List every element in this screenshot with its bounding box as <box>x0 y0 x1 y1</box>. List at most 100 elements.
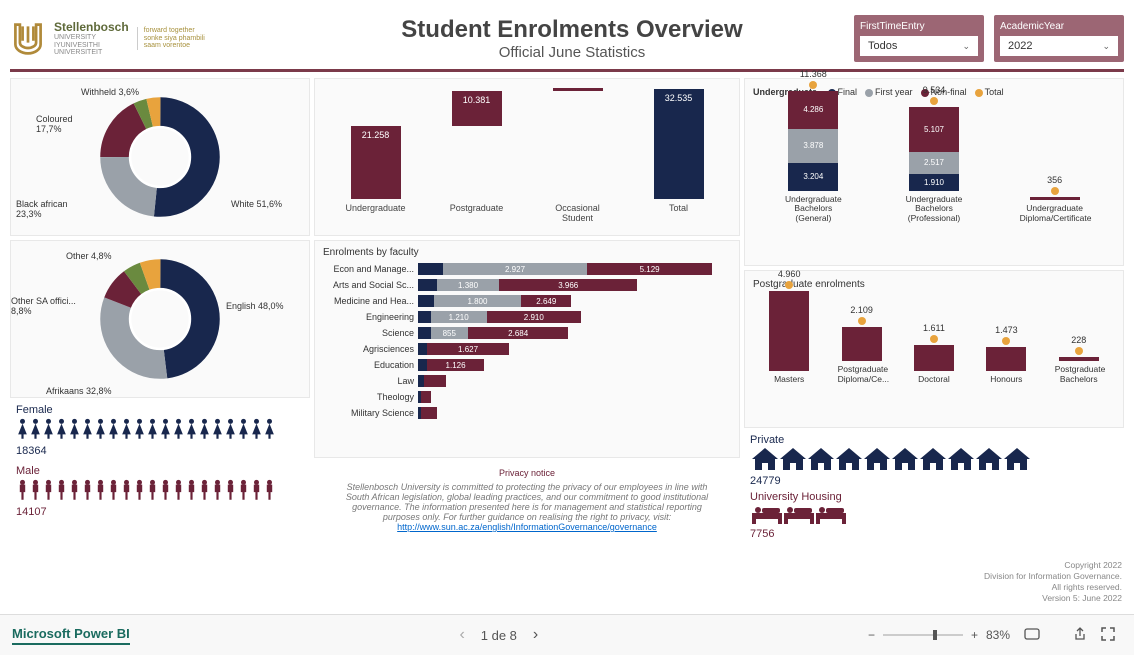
language-donut-labels: English 48,0%Afrikaans 32,8%Other SA off… <box>11 241 309 397</box>
faculty-bar-segment: 1.126 <box>427 359 483 371</box>
kpi-bar: 21.258 <box>351 126 401 199</box>
language-donut-chart[interactable]: English 48,0%Afrikaans 32,8%Other SA off… <box>10 240 310 398</box>
university-name: Stellenbosch <box>54 20 129 34</box>
race-donut-chart[interactable]: White 51,6%Black african23,3%Coloured17,… <box>10 78 310 236</box>
faculty-bar-chart[interactable]: Enrolments by faculty Econ and Manage...… <box>314 240 740 458</box>
kpi-bars: 21.258 10.381 32.535 <box>325 89 729 199</box>
tagline-2: sonke siya phambili <box>144 35 205 43</box>
faculty-bar-segment: 855 <box>431 327 469 339</box>
header: Stellenbosch UNIVERSITY IYUNIVESITHI UNI… <box>10 8 1124 72</box>
faculty-row: Military Science <box>323 406 731 420</box>
university-sub3: UNIVERSITEIT <box>54 49 129 57</box>
undergrad-column: 9.5341.9102.5175.107UndergraduateBachelo… <box>899 85 969 223</box>
postgrad-bar: 1.473Honours <box>982 325 1030 384</box>
zoom-thumb[interactable] <box>933 630 937 640</box>
faculty-name: Arts and Social Sc... <box>323 280 418 290</box>
university-housing-label: University Housing <box>750 491 846 503</box>
page-title: Student Enrolments Overview <box>290 16 854 44</box>
faculty-bar-segment: 3.966 <box>499 279 637 291</box>
title-block: Student Enrolments Overview Official Jun… <box>290 16 854 61</box>
undergrad-segment: 1.910 <box>909 174 959 191</box>
undergrad-segment: 4.286 <box>788 91 838 129</box>
faculty-bar-segment: 1.627 <box>427 343 508 355</box>
faculty-name: Econ and Manage... <box>323 264 418 274</box>
gender-female-card: Female 18364 <box>10 402 310 459</box>
undergrad-column: 11.3683.2043.8784.286UndergraduateBachel… <box>778 69 848 223</box>
fullscreen-icon[interactable] <box>1094 626 1122 645</box>
faculty-row: Econ and Manage...2.9275.129 <box>323 262 731 276</box>
academic-year-value: 2022 <box>1008 40 1032 52</box>
faculty-row: Law <box>323 374 731 388</box>
share-icon[interactable] <box>1066 626 1094 645</box>
undergrad-stacked-chart[interactable]: Undergraduate FinalFirst yearNon-finalTo… <box>744 78 1124 266</box>
faculty-name: Education <box>323 360 418 370</box>
undergrad-segment: 2.517 <box>909 152 959 174</box>
postgrad-bar-chart[interactable]: Postgraduate enrolments 4.960Masters2.10… <box>744 270 1124 428</box>
first-time-entry-dropdown[interactable]: Todos ⌄ <box>860 36 978 56</box>
privacy-link[interactable]: http://www.sun.ac.za/english/Information… <box>397 522 657 532</box>
faculty-bar-segment: 2.927 <box>443 263 587 275</box>
pager-text: 1 de 8 <box>481 628 517 643</box>
pager-prev-button[interactable]: ‹ <box>459 626 464 644</box>
faculty-bar-segment <box>421 407 437 419</box>
kpi-axis-label: Undergraduate <box>346 203 406 223</box>
zoom-out-button[interactable]: − <box>868 628 875 642</box>
university-logo-icon <box>10 21 46 57</box>
pager: ‹ 1 de 8 › <box>459 626 538 644</box>
university-sub2: IYUNIVESITHI <box>54 42 129 50</box>
faculty-bar-segment <box>418 327 431 339</box>
donut-slice-label: Black african23,3% <box>16 199 68 219</box>
faculty-rows: Econ and Manage...2.9275.129Arts and Soc… <box>323 262 731 420</box>
faculty-bar-segment <box>418 311 431 323</box>
copyright-line-2: Division for Information Governance. <box>984 571 1122 582</box>
faculty-chart-title: Enrolments by faculty <box>323 247 731 258</box>
kpi-axis-label: Postgraduate <box>447 203 507 223</box>
female-icons <box>16 418 304 443</box>
zoom-pct: 83% <box>986 628 1010 642</box>
faculty-name: Agrisciences <box>323 344 418 354</box>
kpi-axis-label: OccasionalStudent <box>548 203 608 223</box>
donut-slice-label: Other SA offici...8,8% <box>11 296 76 316</box>
powerbi-brand[interactable]: Microsoft Power BI <box>12 626 130 645</box>
faculty-bar-segment: 1.210 <box>431 311 487 323</box>
zoom-slider[interactable] <box>883 634 963 636</box>
kpi-bar: 32.535 <box>654 89 704 199</box>
faculty-name: Science <box>323 328 418 338</box>
kpi-bar <box>553 88 603 91</box>
female-label: Female <box>16 404 304 416</box>
enrolment-kpi-chart[interactable]: 21.258 10.381 32.535 Undergraduate Postgrad… <box>314 78 740 236</box>
donut-slice-label: Afrikaans 32,8% <box>46 386 112 396</box>
powerbi-status-bar: Microsoft Power BI ‹ 1 de 8 › − + 83% <box>0 614 1134 655</box>
undergrad-segment: 3.204 <box>788 163 838 191</box>
faculty-row: Theology <box>323 390 731 404</box>
university-sub1: UNIVERSITY <box>54 34 129 42</box>
zoom-in-button[interactable]: + <box>971 628 978 642</box>
faculty-name: Law <box>323 376 418 386</box>
postgrad-bar: 228PostgraduateBachelors <box>1055 335 1103 384</box>
report-canvas: Stellenbosch UNIVERSITY IYUNIVESITHI UNI… <box>0 0 1134 614</box>
fit-to-page-icon[interactable] <box>1018 628 1046 643</box>
faculty-bar-segment <box>418 343 427 355</box>
copyright-block: Copyright 2022 Division for Information … <box>984 560 1122 604</box>
faculty-row: Science8552.684 <box>323 326 731 340</box>
kpi-bar: 10.381 <box>452 91 502 126</box>
faculty-row: Agrisciences 1.627 <box>323 342 731 356</box>
pager-next-button[interactable]: › <box>533 626 538 644</box>
faculty-bar-segment <box>418 359 427 371</box>
private-housing-label: Private <box>750 434 1030 446</box>
faculty-bar-segment: 2.910 <box>487 311 581 323</box>
gender-male-card: Male 14107 <box>10 463 310 520</box>
male-label: Male <box>16 465 304 477</box>
postgrad-bar: 1.611Doctoral <box>910 323 958 384</box>
academic-year-slicer: AcademicYear 2022 ⌄ <box>994 15 1124 62</box>
first-time-entry-value: Todos <box>868 40 897 52</box>
academic-year-dropdown[interactable]: 2022 ⌄ <box>1000 36 1118 56</box>
kpi-axis-label: Total <box>649 203 709 223</box>
kpi-axis: Undergraduate Postgraduate OccasionalStude… <box>325 203 729 223</box>
copyright-line-4: Version 5: June 2022 <box>984 593 1122 604</box>
donut-slice-label: Coloured17,7% <box>36 114 73 134</box>
faculty-bar-segment: 1.800 <box>434 295 522 307</box>
faculty-bar-segment <box>421 391 430 403</box>
undergrad-segment: 3.878 <box>788 129 838 163</box>
first-time-entry-label: FirstTimeEntry <box>860 21 978 32</box>
